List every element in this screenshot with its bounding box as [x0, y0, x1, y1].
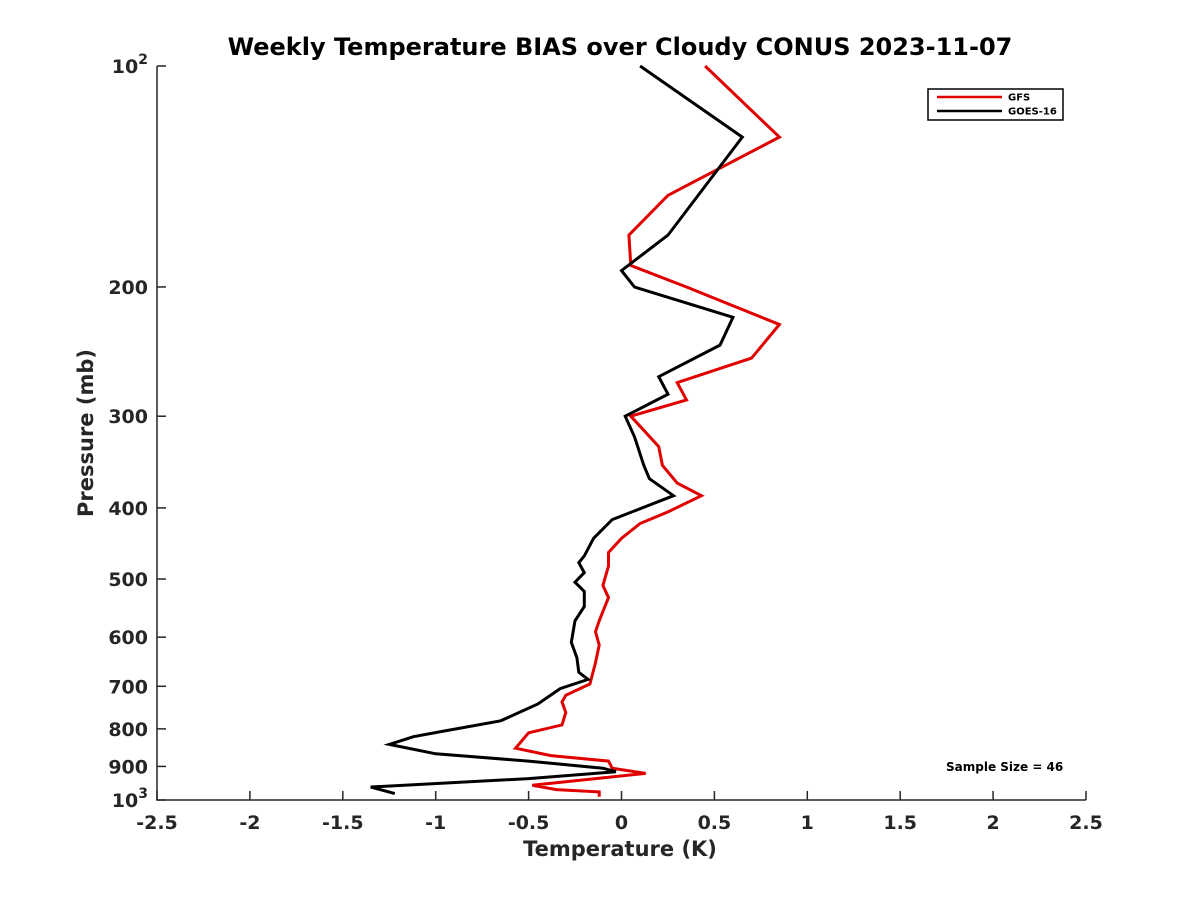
- x-axis-label: Temperature (K): [523, 837, 717, 861]
- x-tick-label: 1: [801, 812, 814, 834]
- x-axis: -2.5 -2 -1.5 -1 -0.5 0 0.5 1 1.5 2 2.5: [136, 791, 1103, 834]
- series-layer: [370, 64, 782, 797]
- x-tick-label: -1: [425, 812, 446, 834]
- series-line-goes16: [370, 64, 745, 796]
- legend-box: [927, 88, 1064, 121]
- y-tick-label: 300: [108, 406, 148, 428]
- y-tick-label: 600: [108, 627, 148, 649]
- series-line-gfs: [512, 64, 782, 797]
- y-axis: 102 200 300 400 500 600 700 800 900 103: [108, 52, 166, 812]
- x-tick-label: -1.5: [322, 812, 364, 834]
- y-tick-label: 102: [112, 52, 148, 78]
- chart-title: Weekly Temperature BIAS over Cloudy CONU…: [228, 33, 1013, 61]
- y-tick-label: 800: [108, 719, 148, 741]
- x-tick-label: 1.5: [883, 812, 917, 834]
- sample-size-annotation: Sample Size = 46: [946, 760, 1063, 774]
- y-tick-label: 200: [108, 277, 148, 299]
- x-tick-label: 2: [986, 812, 999, 834]
- plot-box: [156, 66, 1086, 801]
- plot-area: -2.5 -2 -1.5 -1 -0.5 0 0.5 1 1.5 2 2.5 102 200 300 40…: [108, 52, 1103, 834]
- y-tick-label: 500: [108, 569, 148, 591]
- x-tick-label: 0.5: [698, 812, 732, 834]
- y-tick-label: 700: [108, 676, 148, 698]
- legend-label-gfs: GFS: [1008, 93, 1030, 104]
- legend-label-goes16: GOES-16: [1008, 107, 1057, 118]
- y-tick-label: 400: [108, 498, 148, 520]
- x-tick-label: -0.5: [508, 812, 550, 834]
- x-tick-label: 0: [615, 812, 628, 834]
- y-tick-label: 103: [112, 786, 148, 812]
- x-tick-label: 2.5: [1069, 812, 1103, 834]
- y-tick-label: 900: [108, 756, 148, 778]
- x-tick-label: -2.5: [136, 812, 178, 834]
- x-tick-label: -2: [239, 812, 260, 834]
- y-axis-label: Pressure (mb): [74, 349, 98, 517]
- legend: GFS GOES-16: [927, 88, 1064, 121]
